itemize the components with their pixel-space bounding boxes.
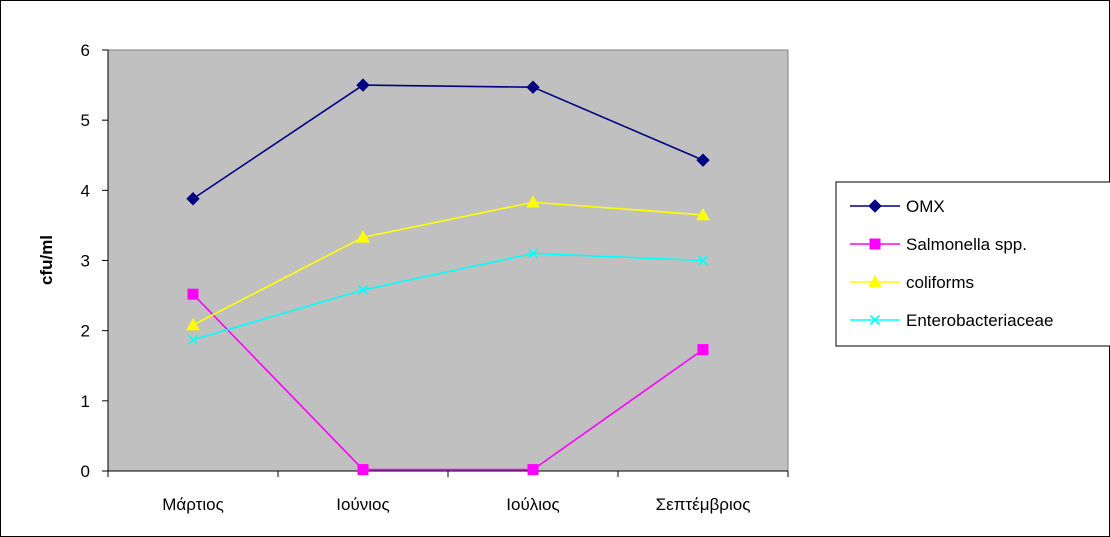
legend-label: Salmonella spp. <box>906 235 1027 254</box>
y-tick-label: 5 <box>81 111 90 130</box>
legend-label: OMX <box>906 197 945 216</box>
x-tick-label: Σεπτέμβριος <box>656 495 751 514</box>
legend-marker <box>868 199 882 213</box>
data-point <box>356 78 370 92</box>
y-axis: 0 1 2 3 4 5 6 <box>81 41 109 481</box>
series-layer <box>186 78 710 476</box>
legend-item: Salmonella spp. <box>850 235 1027 254</box>
data-point <box>527 248 539 259</box>
series-1 <box>187 288 709 476</box>
data-point <box>696 153 710 167</box>
y-tick-label: 6 <box>81 41 90 60</box>
legend-item: coliforms <box>850 273 974 292</box>
y-tick-label: 3 <box>81 252 90 271</box>
data-point <box>526 195 540 208</box>
data-point <box>697 255 709 266</box>
series-line <box>192 293 704 471</box>
legend-item: Enterobacteriaceae <box>850 311 1053 330</box>
legend: OMX Salmonella spp. coliforms Enterobacteri… <box>835 181 1110 347</box>
data-point <box>696 207 710 221</box>
marker-stroke <box>697 255 709 266</box>
y-tick-label: 2 <box>81 322 90 341</box>
x-tick-label: Ιούλιος <box>506 495 559 514</box>
data-point <box>186 318 200 331</box>
series-2 <box>186 195 710 331</box>
y-axis-title: cfu/ml <box>37 235 56 285</box>
series-line <box>192 252 704 341</box>
series-line <box>192 201 704 326</box>
data-point <box>357 464 369 476</box>
plot-area <box>107 49 789 472</box>
series-line <box>192 84 704 200</box>
marker-stroke <box>527 248 539 259</box>
series-3 <box>187 248 709 345</box>
data-point <box>697 344 709 356</box>
data-point <box>187 288 199 300</box>
legend-box <box>835 181 1110 347</box>
data-point <box>187 334 199 345</box>
data-point <box>186 192 200 206</box>
y-tick-label: 0 <box>81 462 90 481</box>
legend-marker <box>869 238 881 250</box>
legend-label: Enterobacteriaceae <box>906 311 1053 330</box>
data-point <box>356 230 370 243</box>
marker-stroke <box>357 284 369 296</box>
data-point <box>357 284 369 296</box>
x-tick-label: Μάρτιος <box>162 495 224 514</box>
legend-label: coliforms <box>906 273 974 292</box>
marker-stroke <box>187 334 199 345</box>
marker-stroke <box>869 314 881 326</box>
x-tick-label: Ιούνιος <box>336 495 389 514</box>
legend-marker <box>869 314 881 326</box>
y-tick-label: 1 <box>81 392 90 411</box>
y-tick-label: 4 <box>81 181 90 200</box>
legend-marker <box>868 274 882 288</box>
series-0 <box>186 78 710 206</box>
data-point <box>526 80 540 94</box>
legend-item: OMX <box>850 197 945 216</box>
x-axis: Μάρτιος Ιούνιος Ιούλιος Σεπτέμβριος <box>107 470 789 514</box>
data-point <box>527 464 539 476</box>
